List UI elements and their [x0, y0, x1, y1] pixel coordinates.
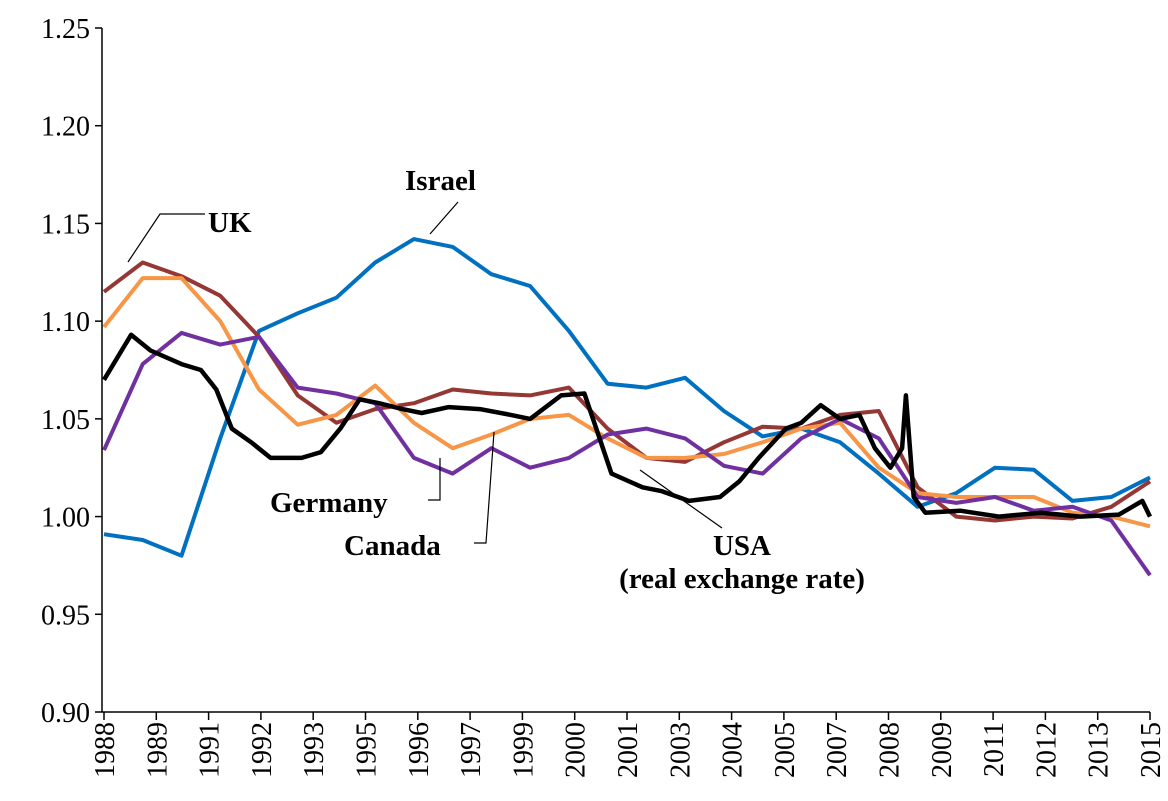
x-tick-label: 1999: [508, 722, 539, 778]
leader-line: [429, 201, 459, 235]
series-line: [102, 260, 1152, 523]
x-tick-label: 1995: [352, 722, 383, 778]
annotation: Canada: [344, 530, 441, 562]
x-tick-label: 1988: [90, 722, 121, 778]
leader-line: [428, 458, 441, 501]
x-tick-label: 2015: [1136, 722, 1167, 778]
x-tick-label: 2009: [927, 722, 958, 778]
x-tick-label: 2005: [770, 722, 801, 778]
y-tick-label: 1.10: [41, 307, 90, 338]
series-line: [102, 332, 1153, 519]
y-tick-label: 1.20: [41, 112, 90, 143]
x-tick-label: 1991: [195, 722, 226, 778]
y-tick-label: 1.05: [41, 405, 90, 436]
x-tick-label: 2013: [1084, 722, 1115, 778]
x-tick-label: 1989: [142, 722, 173, 778]
x-tick-label: 2011: [979, 722, 1010, 777]
y-tick-label: 1.25: [41, 14, 90, 45]
y-tick-label: 1.15: [41, 209, 90, 240]
y-tick-label: 1.00: [41, 503, 90, 534]
annotation: (real exchange rate): [619, 563, 865, 595]
series-line: [103, 237, 1151, 558]
x-tick-label: 2004: [718, 722, 749, 778]
x-tick-label: 2000: [561, 722, 592, 778]
x-tick-label: 2012: [1031, 722, 1062, 778]
x-tick-label: 2007: [822, 722, 853, 778]
annotation: USA: [713, 530, 771, 562]
x-tick-label: 1996: [404, 722, 435, 778]
leader-line: [127, 213, 205, 263]
x-tick-label: 1993: [299, 722, 330, 778]
annotation: UK: [208, 207, 252, 239]
y-tick-label: 0.90: [41, 698, 90, 729]
x-tick-label: 2008: [875, 722, 906, 778]
x-tick-label: 1992: [247, 722, 278, 778]
x-tick-label: 1997: [456, 722, 487, 778]
x-tick-label: 2001: [613, 722, 644, 778]
annotation: Germany: [270, 487, 388, 519]
annotation: Israel: [405, 165, 476, 197]
leader-line: [639, 469, 723, 529]
plot: 0.90 0.95 1.00 1.05 1.10 1.15 1.20 1.25 1988 1989…: [41, 14, 1167, 778]
leader-lines: [127, 201, 723, 544]
leader-line: [474, 431, 495, 544]
y-tick-label: 0.95: [41, 600, 90, 631]
series-line: [102, 330, 1152, 577]
x-tick-label: 2003: [665, 722, 696, 778]
series-line: [102, 276, 1151, 529]
